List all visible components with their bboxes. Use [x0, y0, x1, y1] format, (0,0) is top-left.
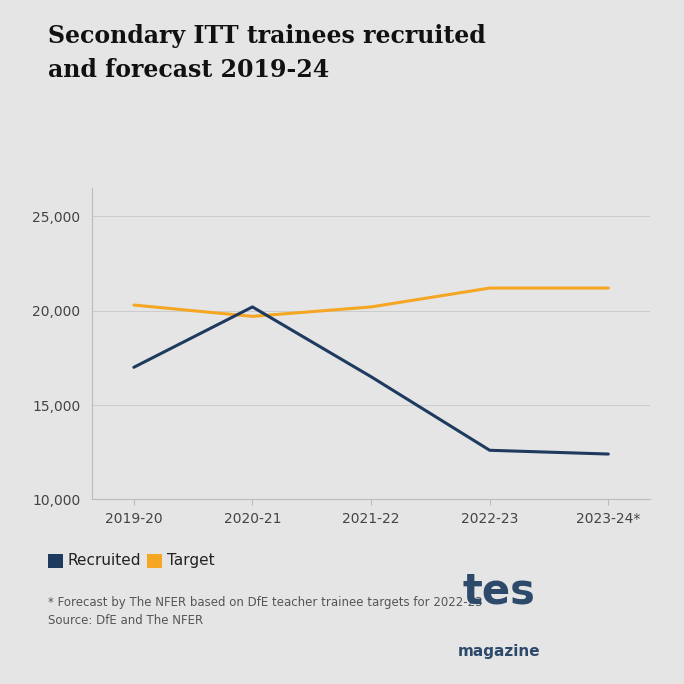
- Text: magazine: magazine: [458, 644, 540, 659]
- Text: Secondary ITT trainees recruited: Secondary ITT trainees recruited: [48, 24, 486, 48]
- Text: Target: Target: [167, 553, 215, 568]
- Text: and forecast 2019-24: and forecast 2019-24: [48, 58, 329, 82]
- Text: Recruited: Recruited: [67, 553, 140, 568]
- Text: tes: tes: [463, 570, 536, 613]
- Text: Source: DfE and The NFER: Source: DfE and The NFER: [48, 614, 203, 627]
- Text: * Forecast by The NFER based on DfE teacher trainee targets for 2022-23: * Forecast by The NFER based on DfE teac…: [48, 596, 482, 609]
